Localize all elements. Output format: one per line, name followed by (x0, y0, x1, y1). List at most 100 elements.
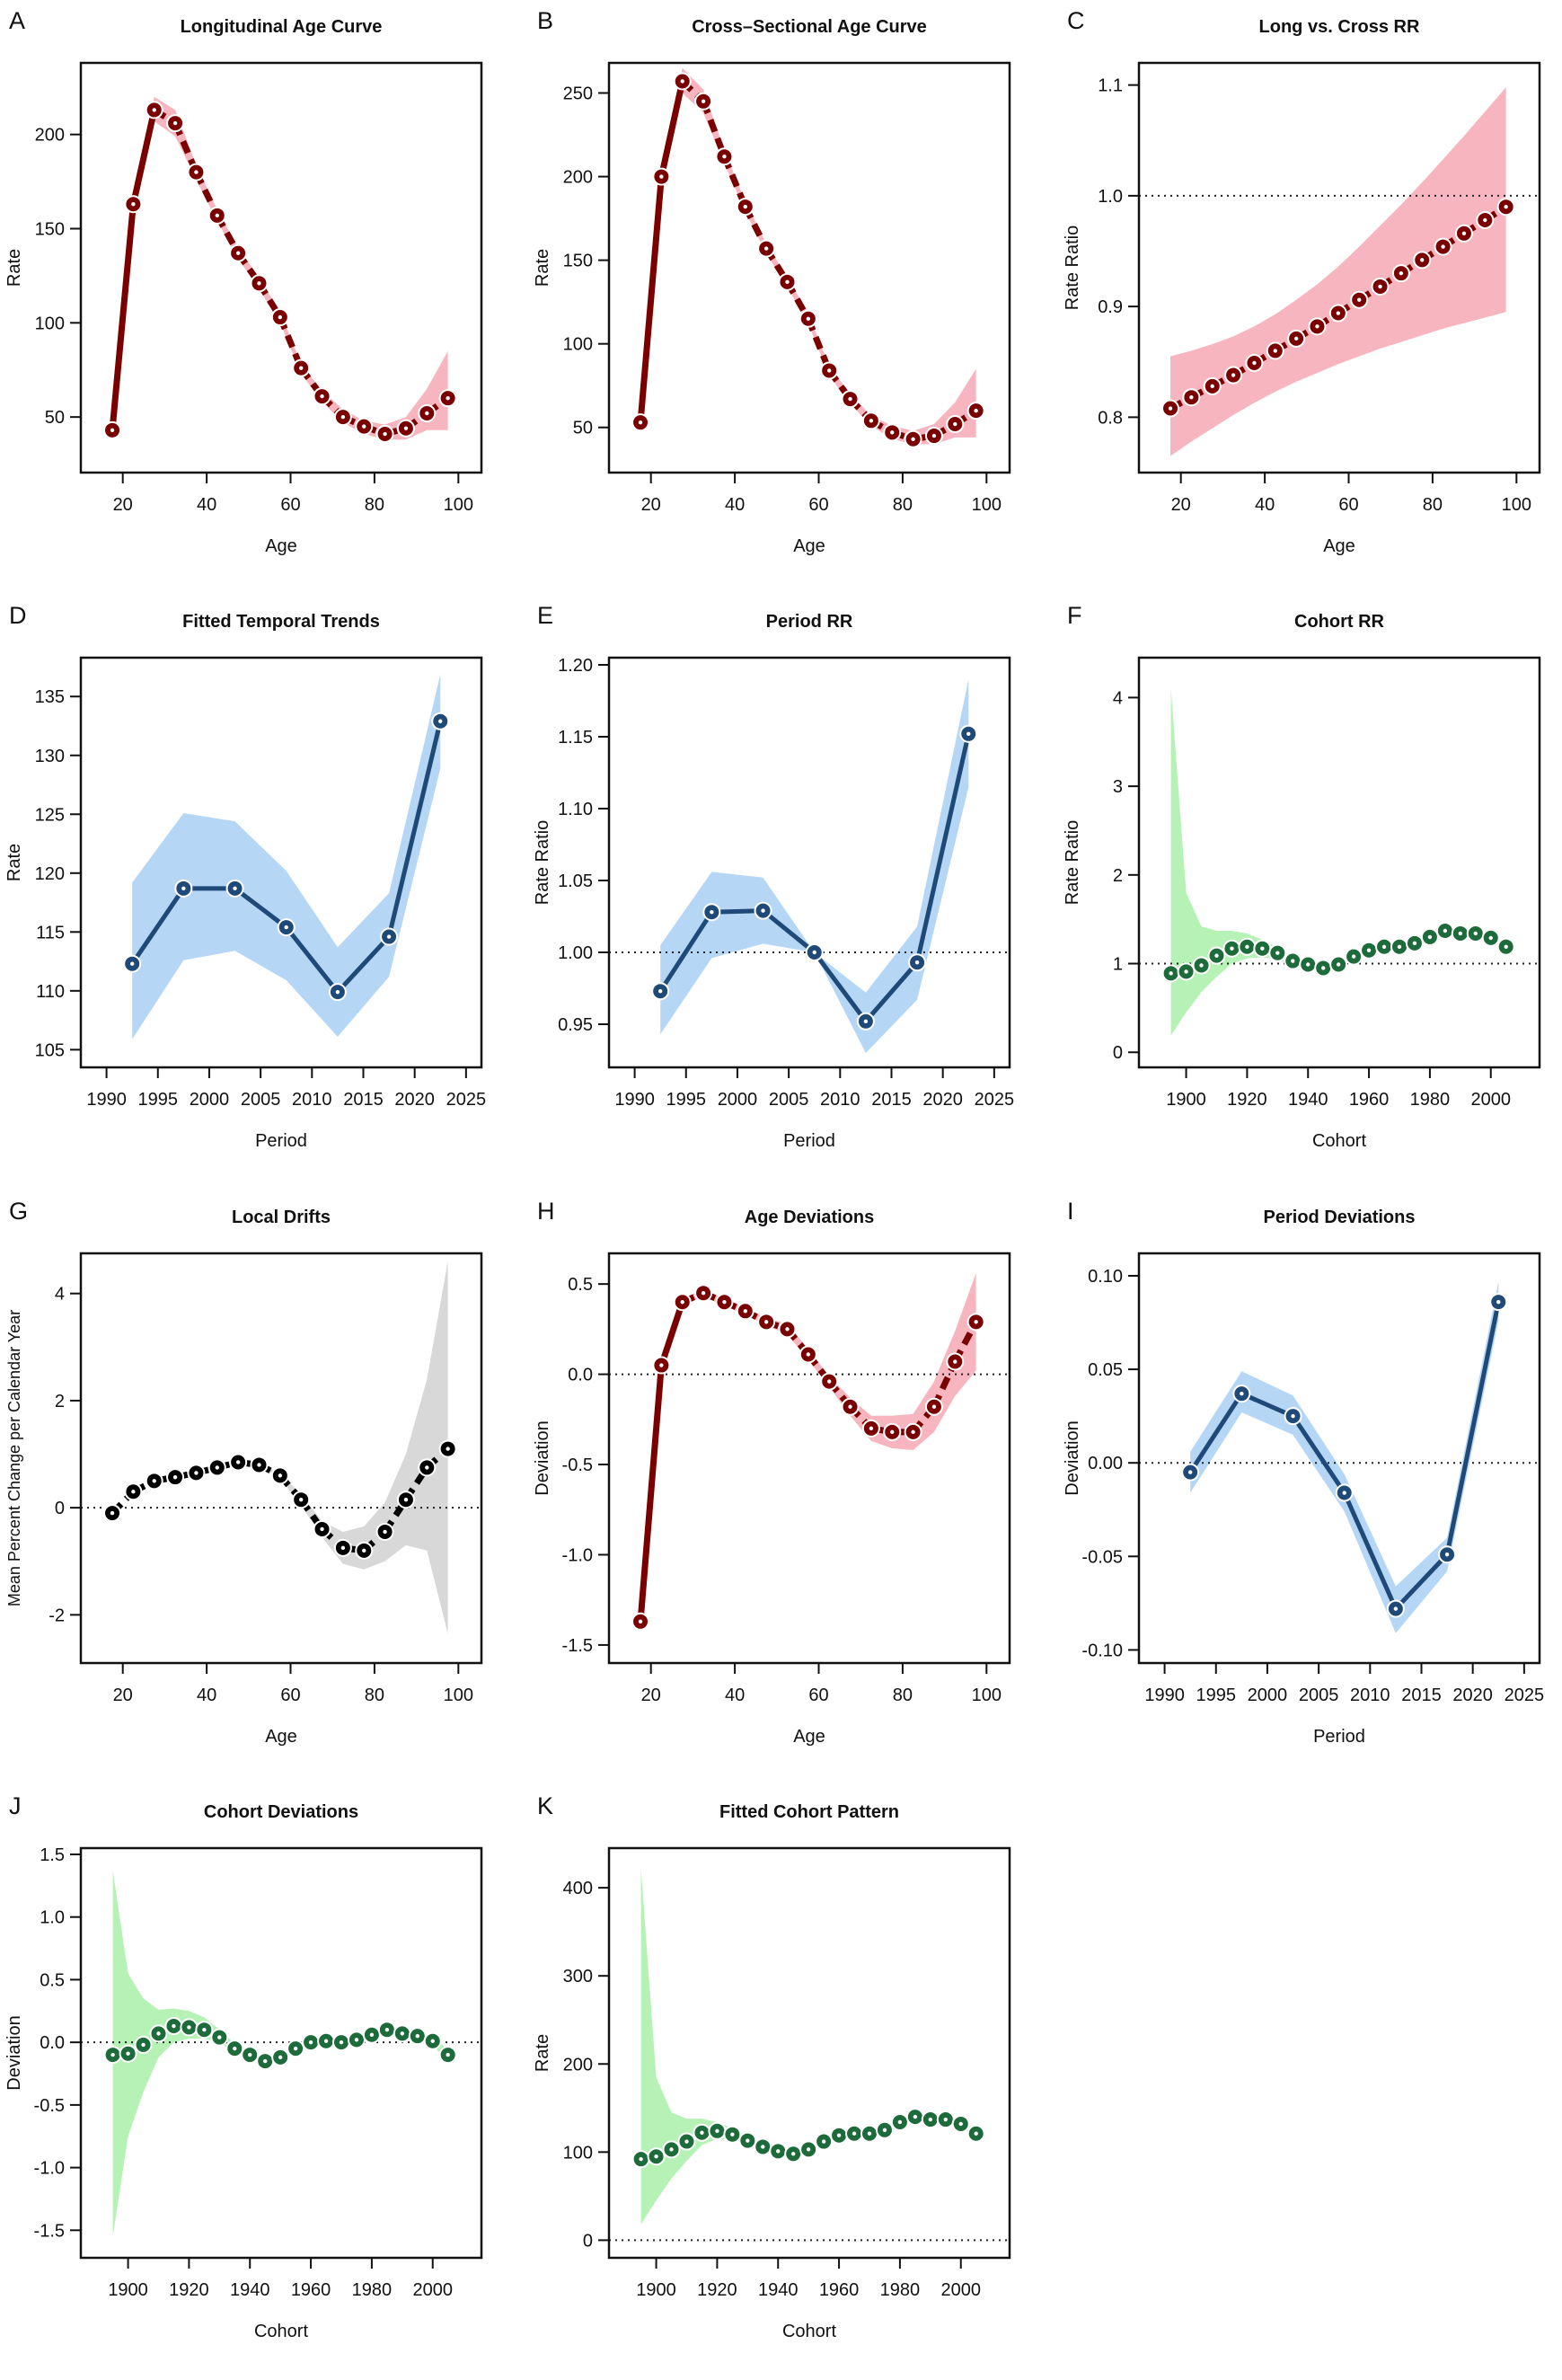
x-axis-label: Age (265, 536, 297, 556)
series-line-segment (1342, 1491, 1399, 1610)
data-point (166, 1468, 185, 1487)
data-point-center (1366, 948, 1372, 952)
y-tick-label: 1.5 (40, 1845, 65, 1865)
chart-svg: J Cohort Deviations 1900 1920 1940 1960 1980 20… (4, 1792, 483, 2341)
data-point (333, 1538, 352, 1557)
data-point (1451, 924, 1469, 942)
y-tick-label: 110 (36, 982, 65, 1002)
x-tick-label: 1995 (666, 1090, 707, 1110)
x-axis-label: Period (255, 1131, 307, 1151)
x-tick-label: 2025 (975, 1090, 1015, 1110)
data-point (904, 1422, 922, 1441)
y-tick-label: 100 (563, 335, 593, 355)
y-tick-label: -1.0 (34, 2159, 65, 2179)
data-point-center (278, 1473, 283, 1478)
confidence-band (660, 679, 969, 1053)
x-tick-label: 100 (444, 1685, 473, 1705)
x-tick-label: 1960 (291, 2280, 331, 2300)
data-point (820, 1372, 839, 1391)
data-point-center (172, 1474, 178, 1480)
panel-letter: I (1067, 1198, 1074, 1225)
y-tick-label: -0.5 (34, 2096, 65, 2116)
data-point (1496, 198, 1515, 217)
x-tick-label: 2005 (769, 1090, 809, 1110)
data-point (1203, 376, 1222, 395)
data-point (1284, 951, 1302, 970)
y-tick-label: 0.05 (1088, 1360, 1123, 1380)
data-point (841, 1397, 860, 1416)
data-point-center (298, 1497, 304, 1502)
data-point (1222, 939, 1241, 958)
data-point (861, 411, 880, 430)
data-point-center (701, 1290, 706, 1296)
data-point (662, 2140, 681, 2159)
data-point (1481, 928, 1500, 947)
data-point (241, 2046, 260, 2065)
chart-title: Cohort Deviations (204, 1802, 358, 1822)
x-axis-label: Age (793, 1727, 825, 1747)
data-point (149, 2024, 168, 2043)
data-point (631, 413, 650, 432)
data-point (256, 2052, 275, 2071)
data-point-center (172, 2023, 176, 2029)
x-tick-label: 2025 (446, 1090, 487, 1110)
data-point-center (836, 2133, 842, 2137)
data-point-center (785, 279, 790, 285)
data-point-center (415, 2033, 419, 2039)
data-point (1161, 964, 1180, 983)
chart-svg: F Cohort RR 1900 1920 1940 1960 1980 2000 0 1 2 3 4 C… (1063, 602, 1541, 1151)
data-point-center (700, 2130, 704, 2135)
data-point-center (1441, 244, 1445, 249)
x-tick-label: 40 (725, 495, 745, 515)
data-point (225, 879, 244, 898)
series-line-segment (234, 886, 288, 930)
data-point-center (638, 1619, 643, 1624)
data-point-center (974, 2131, 978, 2136)
data-point (313, 387, 331, 406)
data-point-center (913, 2114, 918, 2119)
data-point-center (1336, 962, 1341, 967)
data-point (715, 1293, 734, 1312)
chart-title: Fitted Temporal Trends (182, 612, 380, 632)
data-point-center (187, 2025, 191, 2030)
data-point-center (848, 396, 852, 402)
data-point (396, 419, 415, 438)
data-point-center (638, 420, 643, 425)
data-point (946, 415, 965, 434)
chart-title: Cross–Sectional Age Curve (692, 17, 927, 37)
y-axis-label: Deviation (1063, 1420, 1082, 1495)
panel-letter: F (1067, 602, 1082, 629)
chart-title: Long vs. Cross RR (1259, 17, 1420, 37)
data-point-center (715, 2128, 719, 2133)
data-point (861, 1419, 880, 1438)
data-point-center (1273, 349, 1277, 353)
data-point (292, 1491, 311, 1509)
data-point (799, 1345, 817, 1364)
data-point (1350, 290, 1369, 309)
data-point-center (669, 2147, 674, 2152)
data-point-center (335, 989, 340, 995)
data-point (936, 2110, 955, 2129)
data-point-center (202, 2028, 207, 2032)
data-point-center (278, 2055, 283, 2060)
data-point-center (386, 934, 392, 939)
x-tick-label: 2010 (820, 1090, 860, 1110)
y-tick-label: 4 (1113, 688, 1123, 708)
data-point-center (806, 316, 811, 321)
y-tick-label: 200 (563, 2055, 593, 2075)
series-line-segment (130, 887, 186, 966)
x-tick-label: 1960 (1349, 1090, 1390, 1110)
data-point (328, 983, 347, 1002)
data-point (313, 1519, 331, 1538)
chart-svg: E Period RR 1990 1995 2000 2005 2010 2015 2020 20… (533, 602, 1015, 1151)
data-point-center (308, 2039, 313, 2045)
data-point-center (1427, 934, 1433, 940)
data-point (164, 2017, 183, 2036)
y-tick-label: 50 (45, 408, 65, 428)
data-point-center (340, 1545, 346, 1551)
data-point (119, 2044, 137, 2063)
y-tick-label: 1 (1113, 955, 1123, 975)
x-tick-label: 1920 (697, 2280, 737, 2300)
data-point-center (320, 394, 324, 399)
y-tick-label: 0.95 (558, 1015, 593, 1035)
